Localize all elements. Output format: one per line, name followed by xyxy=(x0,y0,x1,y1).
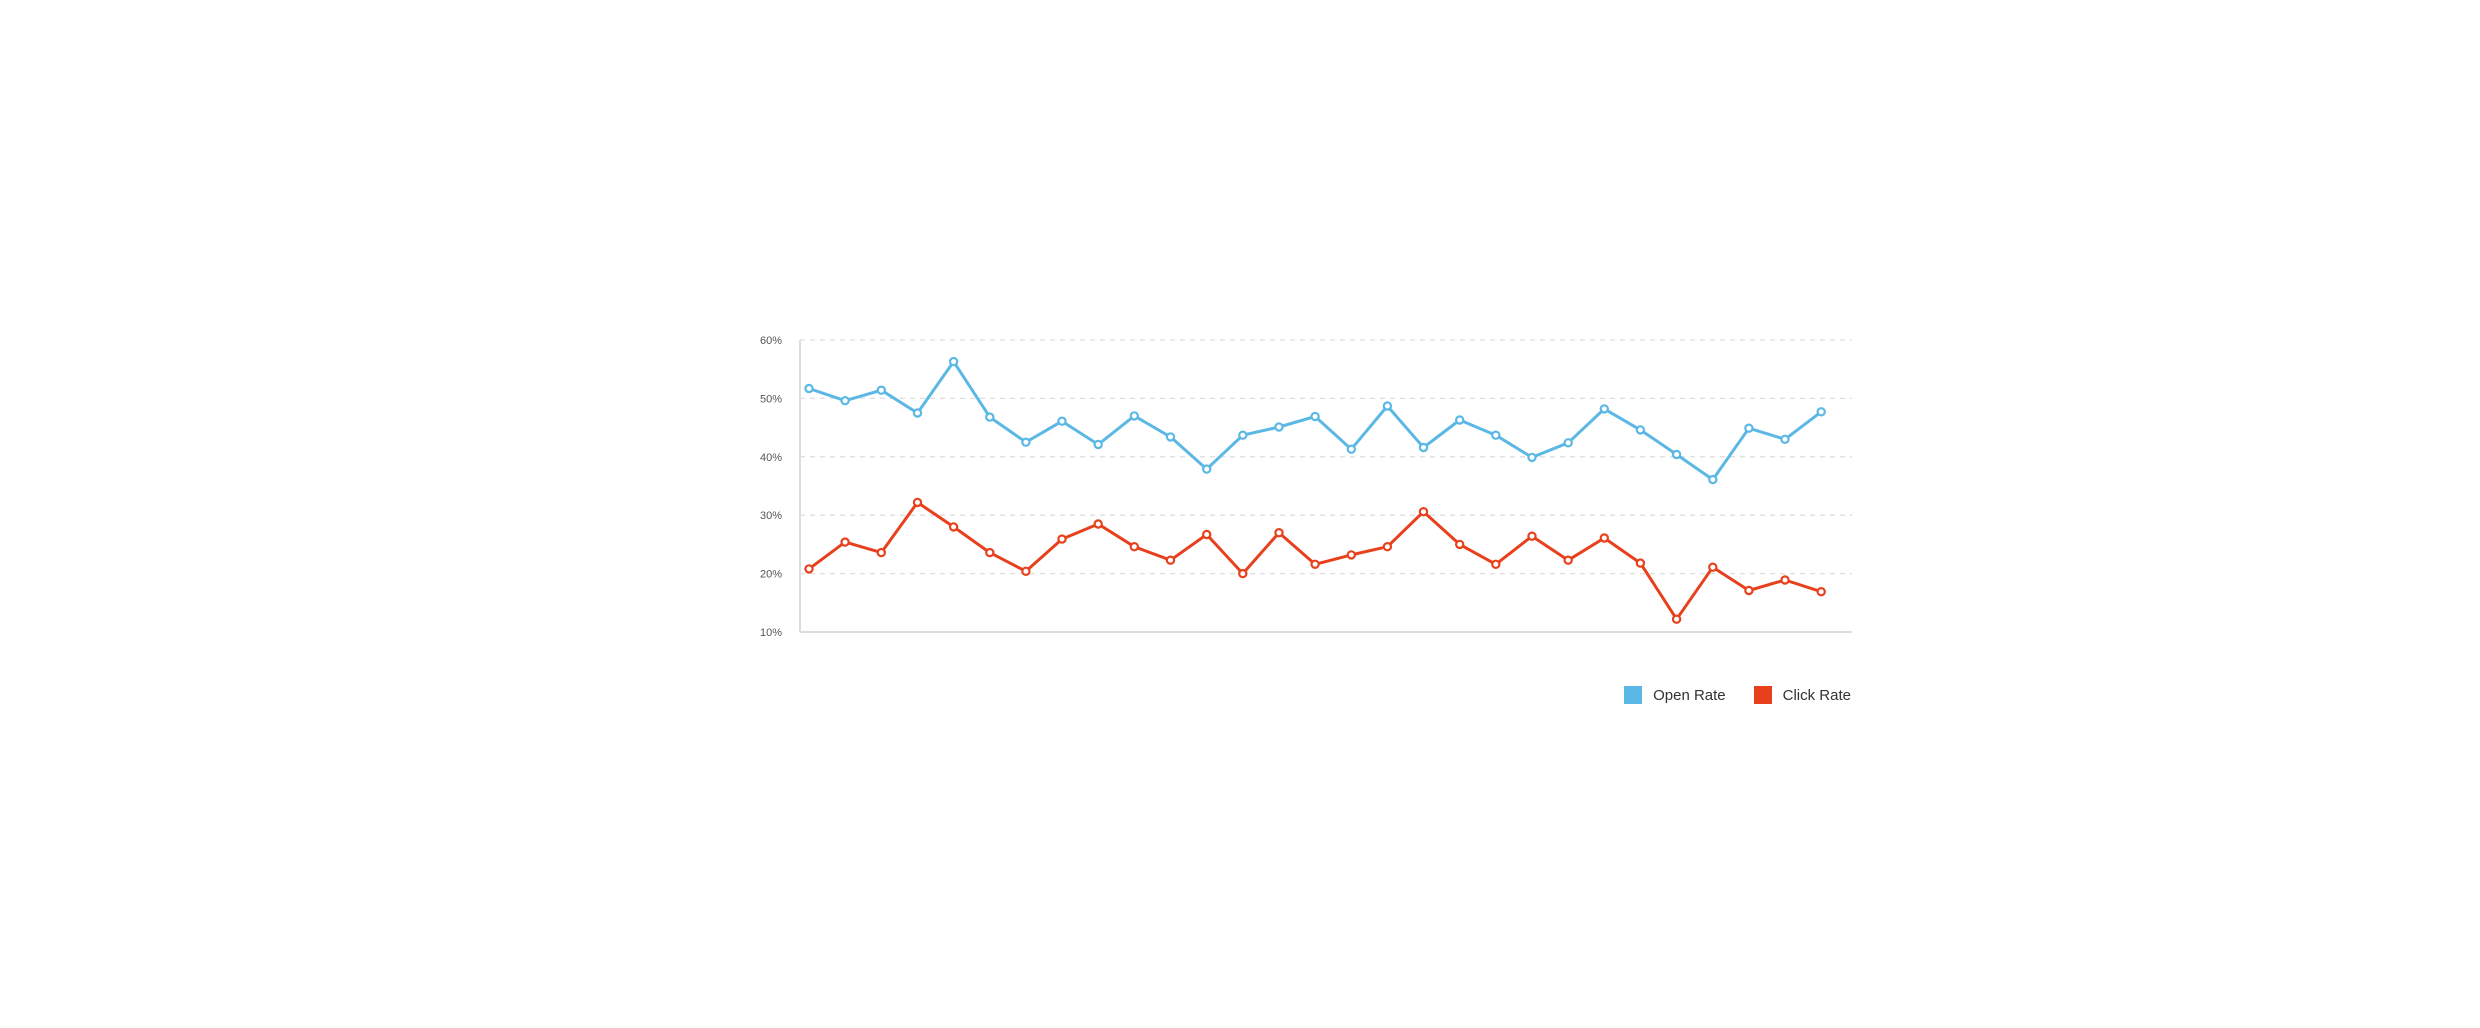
data-point-click-rate[interactable] xyxy=(948,522,959,532)
legend-swatch-click-rate xyxy=(1753,686,1772,704)
data-point-click-rate[interactable] xyxy=(1093,519,1103,529)
data-point-click-rate[interactable] xyxy=(1816,587,1826,597)
legend-swatch-open-rate xyxy=(1624,686,1643,704)
data-point-open-rate[interactable] xyxy=(804,383,814,394)
data-point-click-rate[interactable] xyxy=(1310,559,1320,570)
data-point-click-rate[interactable] xyxy=(1744,585,1754,596)
y-tick-label: 30% xyxy=(760,510,782,522)
data-point-open-rate[interactable] xyxy=(1454,415,1465,425)
data-point-open-rate[interactable] xyxy=(1238,430,1248,440)
data-point-click-rate[interactable] xyxy=(1671,614,1682,624)
data-point-click-rate[interactable] xyxy=(876,547,887,558)
data-point-click-rate[interactable] xyxy=(1238,568,1248,579)
data-point-click-rate[interactable] xyxy=(1708,562,1718,572)
data-point-open-rate[interactable] xyxy=(1491,430,1501,440)
data-point-open-rate[interactable] xyxy=(1816,407,1826,417)
data-point-open-rate[interactable] xyxy=(1165,432,1176,442)
data-point-click-rate[interactable] xyxy=(1491,559,1501,570)
data-point-click-rate[interactable] xyxy=(1418,507,1429,517)
data-point-click-rate[interactable] xyxy=(985,547,995,558)
data-point-click-rate[interactable] xyxy=(1274,528,1284,538)
series-open-rate xyxy=(804,356,1826,485)
data-point-click-rate[interactable] xyxy=(1599,533,1610,543)
data-point-open-rate[interactable] xyxy=(1274,422,1284,432)
data-point-open-rate[interactable] xyxy=(1129,411,1140,421)
legend-item-click-rate[interactable]: Click Rate xyxy=(1753,686,1851,704)
data-point-open-rate[interactable] xyxy=(1780,434,1790,444)
data-point-click-rate[interactable] xyxy=(1780,575,1790,585)
data-point-open-rate[interactable] xyxy=(948,356,959,367)
data-point-click-rate[interactable] xyxy=(804,564,814,574)
data-point-open-rate[interactable] xyxy=(1057,416,1067,426)
data-point-open-rate[interactable] xyxy=(912,408,923,418)
data-point-open-rate[interactable] xyxy=(1201,464,1212,474)
data-point-click-rate[interactable] xyxy=(1635,558,1646,568)
data-point-open-rate[interactable] xyxy=(1708,474,1718,485)
data-point-open-rate[interactable] xyxy=(1021,437,1031,447)
data-point-click-rate[interactable] xyxy=(1454,539,1465,550)
y-tick-label: 60% xyxy=(760,335,782,347)
series-layer xyxy=(804,356,1826,624)
legend: Open Rate Click Rate xyxy=(1624,686,1851,704)
data-point-open-rate[interactable] xyxy=(1527,452,1537,463)
y-tick-label: 10% xyxy=(760,627,782,639)
data-point-click-rate[interactable] xyxy=(912,497,923,508)
data-point-click-rate[interactable] xyxy=(1057,534,1067,544)
data-point-open-rate[interactable] xyxy=(876,385,887,395)
data-point-click-rate[interactable] xyxy=(1346,550,1357,560)
legend-label-open-rate: Open Rate xyxy=(1653,686,1726,704)
data-point-click-rate[interactable] xyxy=(1165,555,1176,565)
y-tick-label: 50% xyxy=(760,393,782,405)
data-point-open-rate[interactable] xyxy=(985,412,995,422)
data-point-click-rate[interactable] xyxy=(1527,531,1537,541)
data-point-open-rate[interactable] xyxy=(1310,411,1320,422)
data-point-open-rate[interactable] xyxy=(1418,442,1429,453)
data-point-open-rate[interactable] xyxy=(1346,444,1357,454)
grid-lines xyxy=(800,339,1852,575)
data-point-click-rate[interactable] xyxy=(840,537,850,547)
data-point-click-rate[interactable] xyxy=(1129,542,1140,552)
data-point-open-rate[interactable] xyxy=(1599,404,1610,414)
data-point-open-rate[interactable] xyxy=(1671,449,1682,460)
y-tick-label: 40% xyxy=(760,452,782,464)
data-point-open-rate[interactable] xyxy=(1563,438,1573,448)
data-point-click-rate[interactable] xyxy=(1382,542,1393,552)
legend-item-open-rate[interactable]: Open Rate xyxy=(1624,686,1726,704)
data-point-click-rate[interactable] xyxy=(1563,555,1573,565)
data-point-open-rate[interactable] xyxy=(1635,425,1646,435)
data-point-click-rate[interactable] xyxy=(1021,566,1031,577)
data-point-open-rate[interactable] xyxy=(840,396,850,406)
series-click-rate xyxy=(804,497,1826,624)
y-axis-ticks: 60% 50% 40% 30% 20% 10% xyxy=(760,335,782,639)
data-point-open-rate[interactable] xyxy=(1382,401,1393,411)
y-tick-label: 20% xyxy=(760,569,782,581)
data-point-open-rate[interactable] xyxy=(1093,439,1103,450)
legend-label-click-rate: Click Rate xyxy=(1782,686,1851,704)
data-point-open-rate[interactable] xyxy=(1744,423,1754,433)
data-point-click-rate[interactable] xyxy=(1201,529,1212,540)
